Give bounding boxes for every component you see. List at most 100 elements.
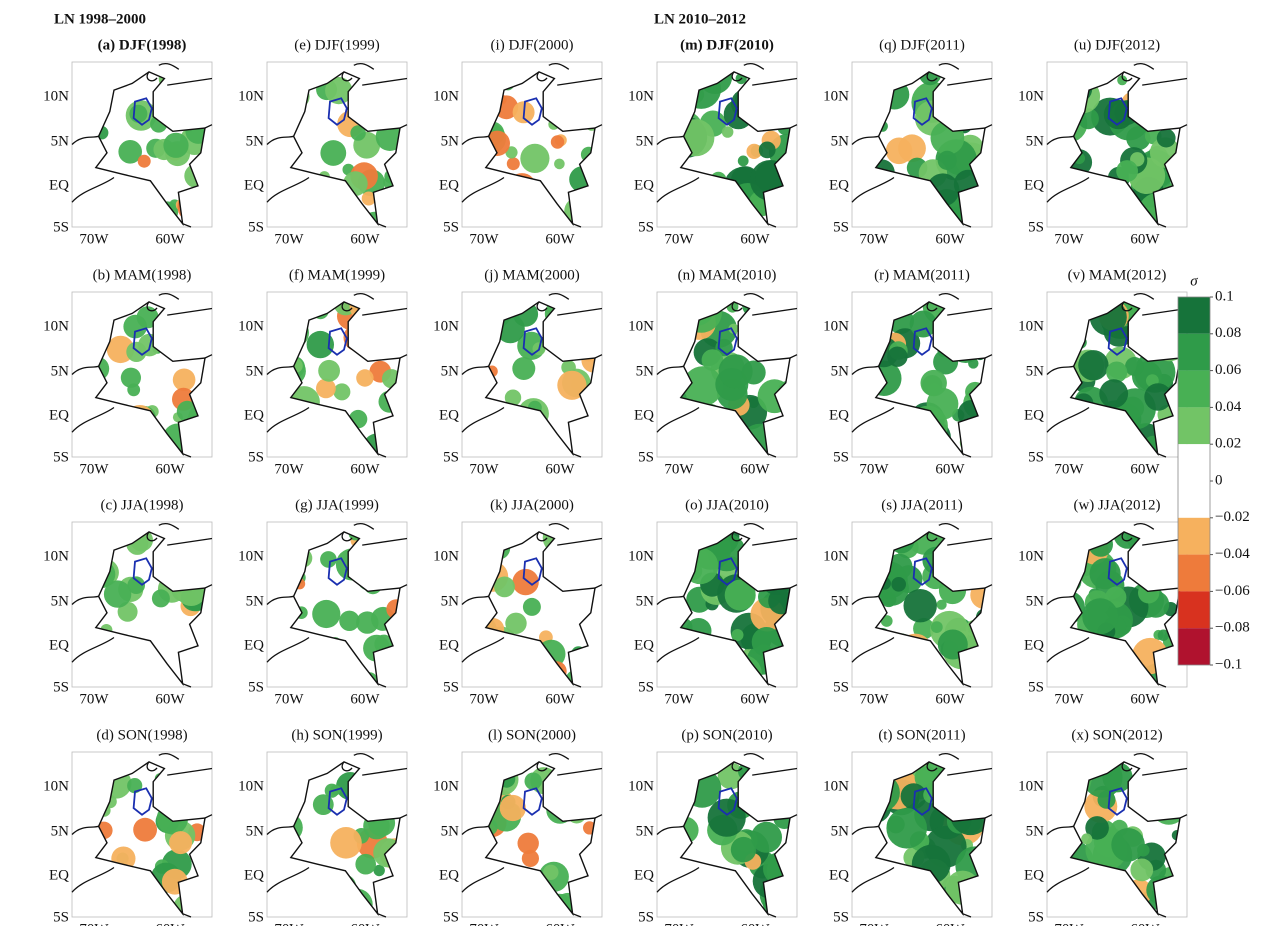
lat-label: 10N — [1018, 548, 1044, 564]
colorbar: σ0.10.080.060.040.020−0.02−0.04−0.06−0.0… — [1178, 273, 1250, 672]
lon-label: 60W — [1130, 461, 1160, 477]
colorbar-segment — [1178, 371, 1210, 408]
lon-label: 70W — [469, 461, 499, 477]
lat-label: 5N — [831, 363, 850, 379]
lon-label: 60W — [935, 461, 965, 477]
lon-label: 70W — [859, 461, 889, 477]
lon-label: 70W — [274, 691, 304, 707]
panel-title: (q) DJF(2011) — [879, 37, 965, 53]
colorbar-segment — [1178, 518, 1210, 555]
lon-label: 60W — [545, 691, 575, 707]
map: 10N5NEQ5S70W60W — [238, 291, 407, 477]
lat-label: 10N — [238, 318, 264, 334]
lon-label: 70W — [79, 231, 109, 247]
panel-title: (j) MAM(2000) — [484, 267, 579, 283]
lon-label: 60W — [155, 921, 185, 926]
lat-label: 10N — [43, 318, 69, 334]
lat-label: 5S — [833, 909, 849, 925]
lat-label: 10N — [628, 318, 654, 334]
map: 10N5NEQ5S70W60W — [1018, 518, 1193, 708]
lon-label: 70W — [274, 921, 304, 926]
lat-label: 5N — [831, 133, 850, 149]
colorbar-label: −0.06 — [1215, 583, 1250, 599]
colorbar-label: 0.04 — [1215, 399, 1242, 415]
panel-title: (l) SON(2000) — [488, 727, 576, 743]
lat-label: 5S — [53, 909, 69, 925]
lon-label: 70W — [1054, 921, 1084, 926]
lat-label: 10N — [238, 88, 264, 104]
panel-title: (v) MAM(2012) — [1068, 267, 1167, 283]
lat-label: 10N — [823, 548, 849, 564]
lon-label: 70W — [664, 691, 694, 707]
map: 10N5NEQ5S70W60W — [823, 286, 994, 477]
lat-label: 10N — [628, 88, 654, 104]
map: 10N5NEQ5S70W60W — [43, 752, 212, 926]
colorbar-label: 0.06 — [1215, 362, 1242, 378]
colorbar-segment — [1178, 628, 1210, 665]
anomaly-field — [1053, 748, 1196, 917]
lat-label: EQ — [1024, 637, 1044, 653]
colorbar-label: −0.02 — [1215, 509, 1250, 525]
lat-label: EQ — [244, 867, 264, 883]
lon-label: 60W — [935, 921, 965, 926]
lat-label: EQ — [49, 867, 69, 883]
map: 10N5NEQ5S70W60W — [238, 62, 407, 247]
panel-title: (d) SON(1998) — [96, 727, 187, 743]
lat-label: 5N — [51, 363, 70, 379]
panel-title: (s) JJA(2011) — [881, 497, 963, 513]
lat-label: 10N — [433, 318, 459, 334]
lon-label: 70W — [1054, 461, 1084, 477]
lat-label: EQ — [49, 177, 69, 193]
lon-label: 70W — [664, 461, 694, 477]
lat-label: 10N — [628, 548, 654, 564]
lat-label: EQ — [244, 407, 264, 423]
map: 10N5NEQ5S70W60W — [238, 752, 413, 926]
lat-label: 10N — [628, 778, 654, 794]
panel-title: (e) DJF(1999) — [294, 37, 379, 53]
lat-label: 5S — [53, 219, 69, 235]
panel-title: (x) SON(2012) — [1071, 727, 1162, 743]
lat-label: EQ — [49, 407, 69, 423]
panel-title: (a) DJF(1998) — [98, 37, 187, 53]
lon-label: 60W — [155, 231, 185, 247]
lon-label: 70W — [1054, 231, 1084, 247]
lat-label: EQ — [829, 407, 849, 423]
lat-label: 5S — [443, 679, 459, 695]
lat-label: 5S — [443, 449, 459, 465]
lon-label: 70W — [79, 461, 109, 477]
panel-title: (u) DJF(2012) — [1074, 37, 1160, 53]
lon-label: 70W — [274, 231, 304, 247]
lat-label: 5N — [1026, 363, 1045, 379]
lon-label: 60W — [155, 461, 185, 477]
lat-label: 10N — [823, 88, 849, 104]
lon-label: 70W — [664, 921, 694, 926]
lat-label: EQ — [829, 867, 849, 883]
lat-label: 5N — [246, 363, 265, 379]
lon-label: 60W — [350, 921, 380, 926]
lon-label: 60W — [740, 461, 770, 477]
lat-label: EQ — [634, 407, 654, 423]
panels: (a) DJF(1998)10N5NEQ5S70W60W(e) DJF(1999… — [43, 37, 1197, 926]
panel-title: (h) SON(1999) — [291, 727, 382, 743]
panel-title: (p) SON(2010) — [681, 727, 772, 743]
lat-label: EQ — [439, 177, 459, 193]
lat-label: 5N — [441, 593, 460, 609]
panel-title: (b) MAM(1998) — [93, 267, 192, 283]
lon-label: 60W — [350, 691, 380, 707]
lon-label: 60W — [935, 691, 965, 707]
lat-label: EQ — [829, 177, 849, 193]
lon-label: 70W — [274, 461, 304, 477]
lon-label: 70W — [469, 921, 499, 926]
colorbar-title: σ — [1190, 273, 1198, 289]
lat-label: EQ — [829, 637, 849, 653]
lat-label: 5S — [1028, 679, 1044, 695]
colorbar-label: −0.04 — [1215, 546, 1250, 562]
lat-label: 10N — [43, 778, 69, 794]
colorbar-segment — [1178, 407, 1210, 444]
map: 10N5NEQ5S70W60W — [433, 521, 603, 707]
lon-label: 60W — [740, 691, 770, 707]
